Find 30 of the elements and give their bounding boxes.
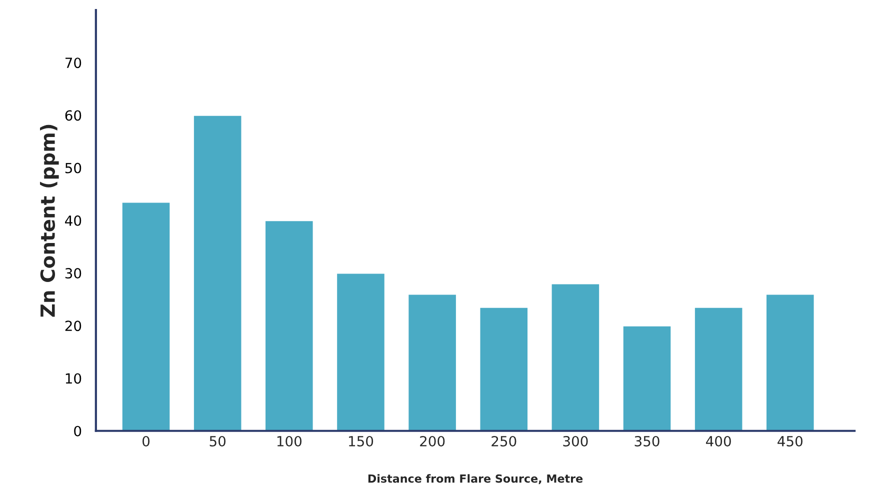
x-tick-label: 150 [349, 436, 374, 446]
y-tick-label: 20 [65, 320, 82, 332]
y-tick-label: 70 [65, 58, 82, 68]
bar [622, 324, 672, 431]
bar [120, 201, 172, 431]
x-tick-label: 300 [563, 436, 588, 446]
x-tick-label: 100 [277, 436, 302, 446]
x-tick-label: 200 [420, 436, 445, 446]
x-axis-title: Distance from Flare Source, Metre [368, 474, 583, 484]
y-tick-label: 40 [65, 215, 82, 226]
y-tick-label: 60 [65, 110, 82, 121]
y-tick-label: 0 [74, 426, 82, 436]
bar [192, 114, 243, 431]
bar [765, 293, 816, 431]
x-tick-label: 350 [634, 436, 660, 446]
x-tick-label: 0 [142, 436, 150, 446]
bar [550, 282, 600, 431]
y-tick-label: 10 [66, 373, 82, 384]
bar [478, 306, 529, 431]
bar [407, 293, 458, 431]
x-tick-label: 50 [210, 436, 226, 446]
bar [336, 272, 386, 431]
bar [694, 306, 744, 431]
x-tick-label: 250 [492, 436, 516, 446]
x-tick-label: 400 [706, 436, 731, 446]
bar [264, 220, 314, 431]
y-tick-label: 30 [65, 268, 82, 279]
y-axis-title: Zn Content (ppm) [40, 124, 59, 317]
y-tick-label: 50 [65, 162, 82, 174]
x-tick-label: 450 [778, 436, 802, 446]
